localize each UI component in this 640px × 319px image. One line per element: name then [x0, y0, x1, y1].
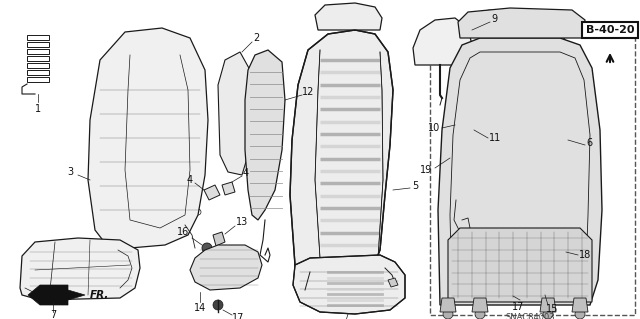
Polygon shape: [515, 266, 552, 298]
Polygon shape: [438, 38, 602, 305]
Polygon shape: [190, 245, 262, 290]
Text: 11: 11: [489, 133, 501, 143]
Text: 5: 5: [412, 181, 418, 191]
Circle shape: [475, 309, 485, 319]
Polygon shape: [448, 228, 592, 302]
Text: 2: 2: [253, 33, 259, 43]
Bar: [562, 68, 580, 92]
Polygon shape: [458, 8, 585, 38]
Polygon shape: [440, 298, 456, 312]
Polygon shape: [572, 298, 588, 312]
Text: 19: 19: [420, 165, 432, 175]
Bar: [562, 130, 576, 148]
Polygon shape: [388, 278, 398, 287]
Circle shape: [206, 264, 214, 272]
Text: 1: 1: [35, 104, 41, 114]
Polygon shape: [88, 28, 208, 248]
Text: 16: 16: [177, 227, 189, 237]
Circle shape: [454, 98, 462, 106]
Bar: [490, 153, 548, 181]
Polygon shape: [213, 232, 225, 246]
Bar: [485, 55, 499, 75]
Polygon shape: [218, 52, 250, 175]
Circle shape: [575, 309, 585, 319]
Polygon shape: [455, 105, 461, 145]
Text: 18: 18: [579, 250, 591, 260]
Circle shape: [443, 309, 453, 319]
Circle shape: [221, 264, 229, 272]
Circle shape: [202, 243, 212, 253]
Polygon shape: [540, 298, 556, 312]
Bar: [462, 158, 474, 173]
Bar: [550, 55, 564, 75]
Text: 17: 17: [232, 313, 244, 319]
Ellipse shape: [260, 116, 270, 124]
Text: 15: 15: [546, 304, 558, 314]
Text: 10: 10: [428, 123, 440, 133]
Ellipse shape: [259, 145, 271, 155]
Bar: [488, 115, 498, 127]
Bar: [490, 115, 548, 145]
Bar: [490, 70, 548, 105]
Polygon shape: [245, 50, 285, 220]
Text: 3: 3: [67, 167, 73, 177]
Polygon shape: [315, 3, 382, 30]
Bar: [488, 140, 498, 152]
Polygon shape: [222, 182, 235, 195]
Bar: [492, 188, 547, 210]
Bar: [488, 88, 498, 103]
Text: B-40-20: B-40-20: [586, 25, 634, 35]
Circle shape: [503, 288, 513, 298]
Text: SNAC84003: SNAC84003: [505, 314, 555, 319]
Text: 4: 4: [243, 168, 249, 178]
Text: 7: 7: [50, 310, 56, 319]
Text: 13: 13: [236, 217, 248, 227]
Bar: [550, 88, 560, 103]
Text: 9: 9: [491, 14, 497, 24]
Polygon shape: [293, 255, 405, 314]
Circle shape: [543, 309, 553, 319]
Text: 14: 14: [194, 303, 206, 313]
Bar: [550, 140, 560, 152]
Ellipse shape: [260, 86, 270, 94]
Polygon shape: [478, 18, 568, 222]
Text: 12: 12: [302, 87, 314, 97]
Bar: [458, 68, 476, 92]
Circle shape: [213, 300, 223, 310]
Text: 4: 4: [187, 175, 193, 185]
Polygon shape: [467, 105, 473, 145]
Text: 17: 17: [512, 302, 524, 312]
Polygon shape: [290, 30, 393, 278]
Polygon shape: [413, 18, 472, 65]
Bar: [458, 100, 474, 120]
Bar: [430, 35, 635, 315]
Text: 6: 6: [586, 138, 592, 148]
Polygon shape: [472, 298, 488, 312]
Text: FR.: FR.: [90, 290, 109, 300]
Polygon shape: [28, 285, 85, 305]
Bar: [562, 158, 574, 173]
Bar: [458, 130, 472, 148]
Bar: [562, 100, 578, 120]
Bar: [550, 115, 560, 127]
Circle shape: [238, 264, 246, 272]
Circle shape: [466, 98, 474, 106]
Polygon shape: [204, 185, 220, 200]
Ellipse shape: [260, 174, 270, 182]
Polygon shape: [20, 238, 140, 300]
